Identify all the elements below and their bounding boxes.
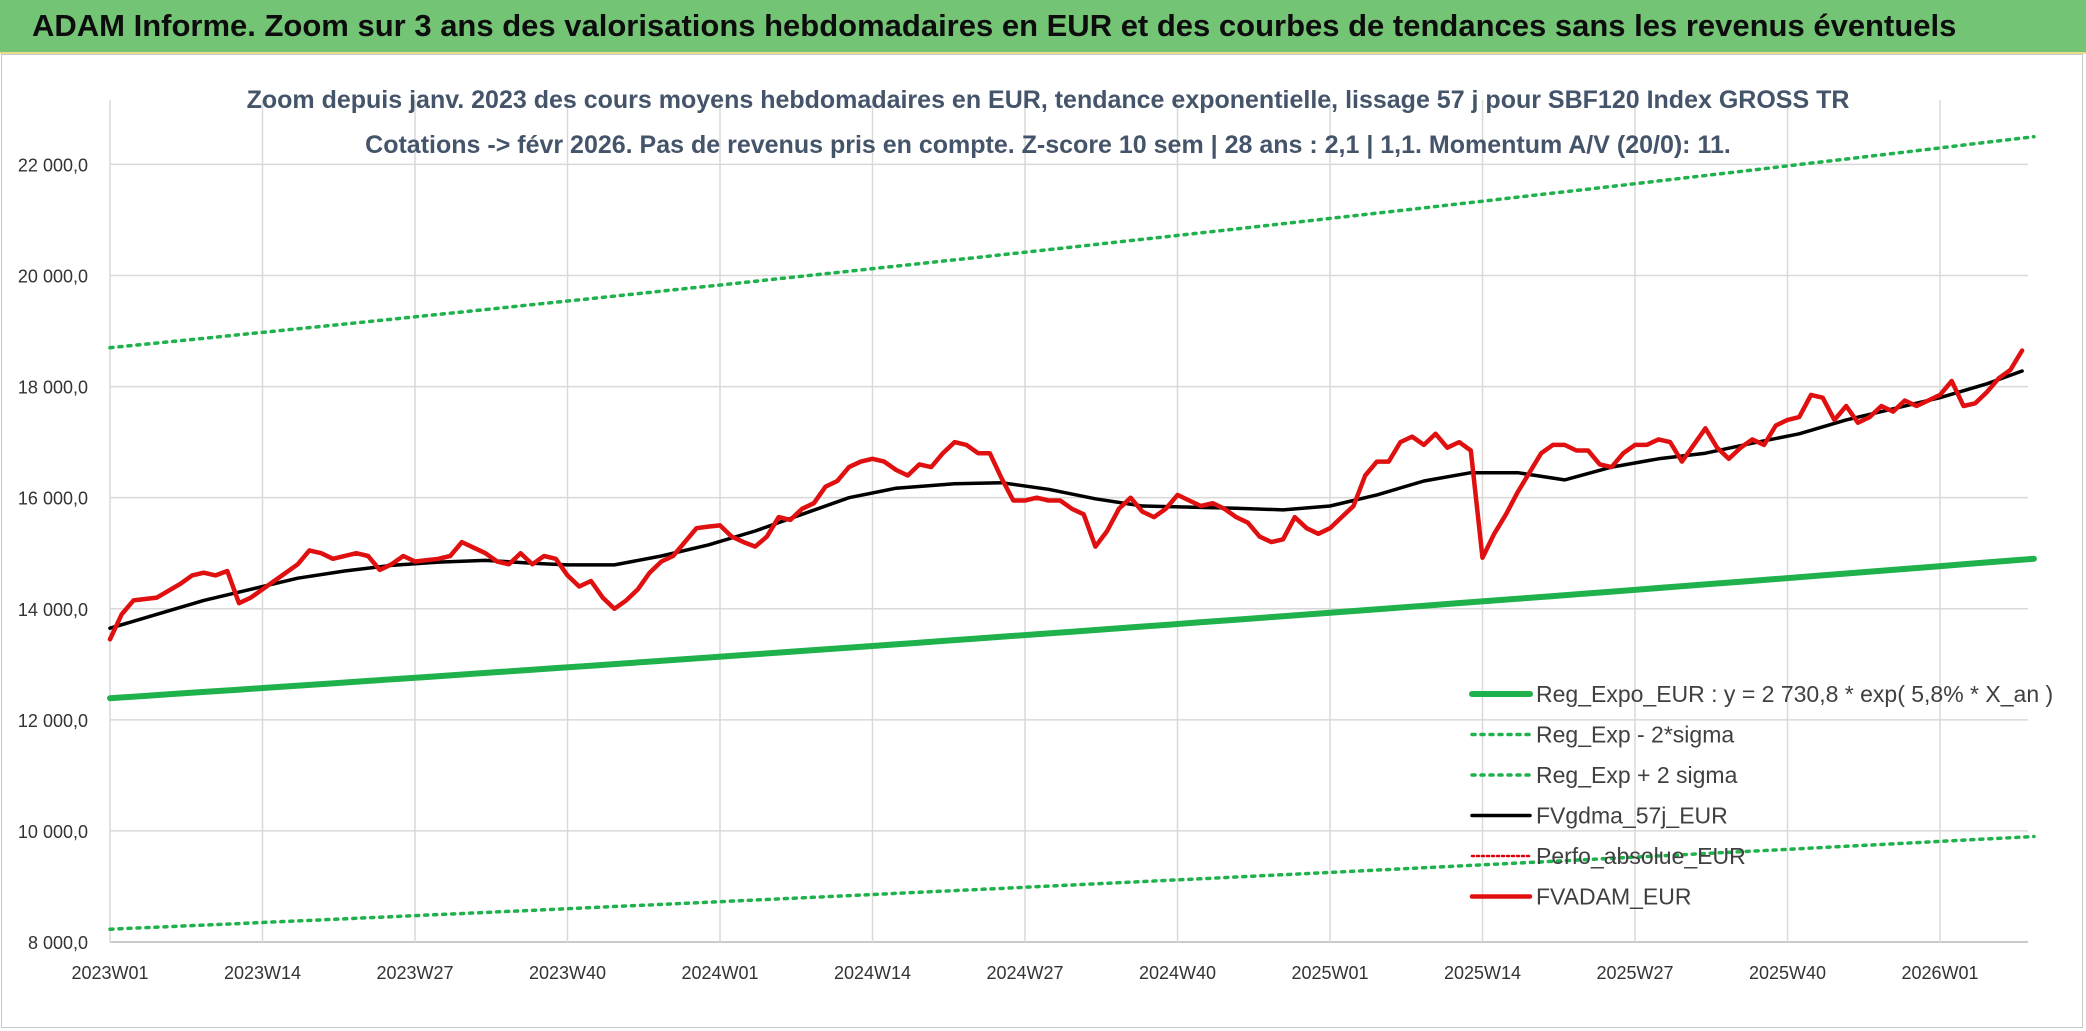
x-tick-label: 2026W01 <box>1901 963 1978 983</box>
y-tick-label: 20 000,0 <box>18 267 88 287</box>
y-tick-label: 8 000,0 <box>28 933 88 953</box>
x-tick-label: 2023W40 <box>529 963 606 983</box>
y-axis-ticks: 8 000,0 10 000,0 12 000,0 14 000,0 16 000,0 1… <box>18 155 88 953</box>
gridlines <box>109 100 2028 943</box>
chart-subtitle: Cotations -> févr 2026. Pas de revenus p… <box>365 131 1731 159</box>
y-tick-label: 14 000,0 <box>18 600 88 620</box>
series-line-3 <box>108 369 2024 630</box>
report-banner: ADAM Informe. Zoom sur 3 ans des valoris… <box>0 0 2086 54</box>
series-line-0 <box>107 555 2037 702</box>
series-line-2 <box>108 134 2036 350</box>
x-tick-label: 2025W40 <box>1749 963 1826 983</box>
x-tick-label: 2023W27 <box>376 963 453 983</box>
y-tick-label: 22 000,0 <box>18 155 88 175</box>
x-tick-label: 2024W01 <box>681 963 758 983</box>
x-tick-label: 2024W14 <box>834 963 911 983</box>
x-tick-label: 2023W14 <box>224 963 301 983</box>
y-tick-label: 12 000,0 <box>18 711 88 731</box>
chart-frame <box>1 54 2083 1028</box>
legend: Reg_Expo_EUR : y = 2 730,8 * exp( 5,8% *… <box>1469 681 2053 910</box>
legend-entry: Reg_Exp - 2*sigma <box>1536 722 1734 748</box>
chart-title: Zoom depuis janv. 2023 des cours moyens … <box>247 86 1850 114</box>
x-tick-label: 2024W27 <box>986 963 1063 983</box>
series-group <box>107 134 2037 931</box>
x-tick-label: 2024W40 <box>1139 963 1216 983</box>
x-tick-label: 2023W01 <box>71 963 148 983</box>
legend-entry: Perfo_absolue_EUR <box>1536 843 1746 869</box>
report-title: ADAM Informe. Zoom sur 3 ans des valoris… <box>32 8 1957 43</box>
legend-entry: Reg_Expo_EUR : y = 2 730,8 * exp( 5,8% *… <box>1536 681 2053 707</box>
x-tick-label: 2025W14 <box>1444 963 1521 983</box>
y-tick-label: 16 000,0 <box>18 489 88 509</box>
x-tick-label: 2025W01 <box>1291 963 1368 983</box>
y-tick-label: 10 000,0 <box>18 822 88 842</box>
series-line-1 <box>108 834 2036 931</box>
legend-entry: FVgdma_57j_EUR <box>1536 803 1728 829</box>
legend-entry: FVADAM_EUR <box>1536 884 1692 910</box>
x-axis-ticks: 2023W01 2023W14 2023W27 2023W40 2024W01 2024W… <box>71 963 1978 983</box>
x-tick-label: 2025W27 <box>1596 963 1673 983</box>
series-line-5 <box>107 348 2025 642</box>
legend-entry: Reg_Exp + 2 sigma <box>1536 762 1738 788</box>
y-tick-label: 18 000,0 <box>18 378 88 398</box>
